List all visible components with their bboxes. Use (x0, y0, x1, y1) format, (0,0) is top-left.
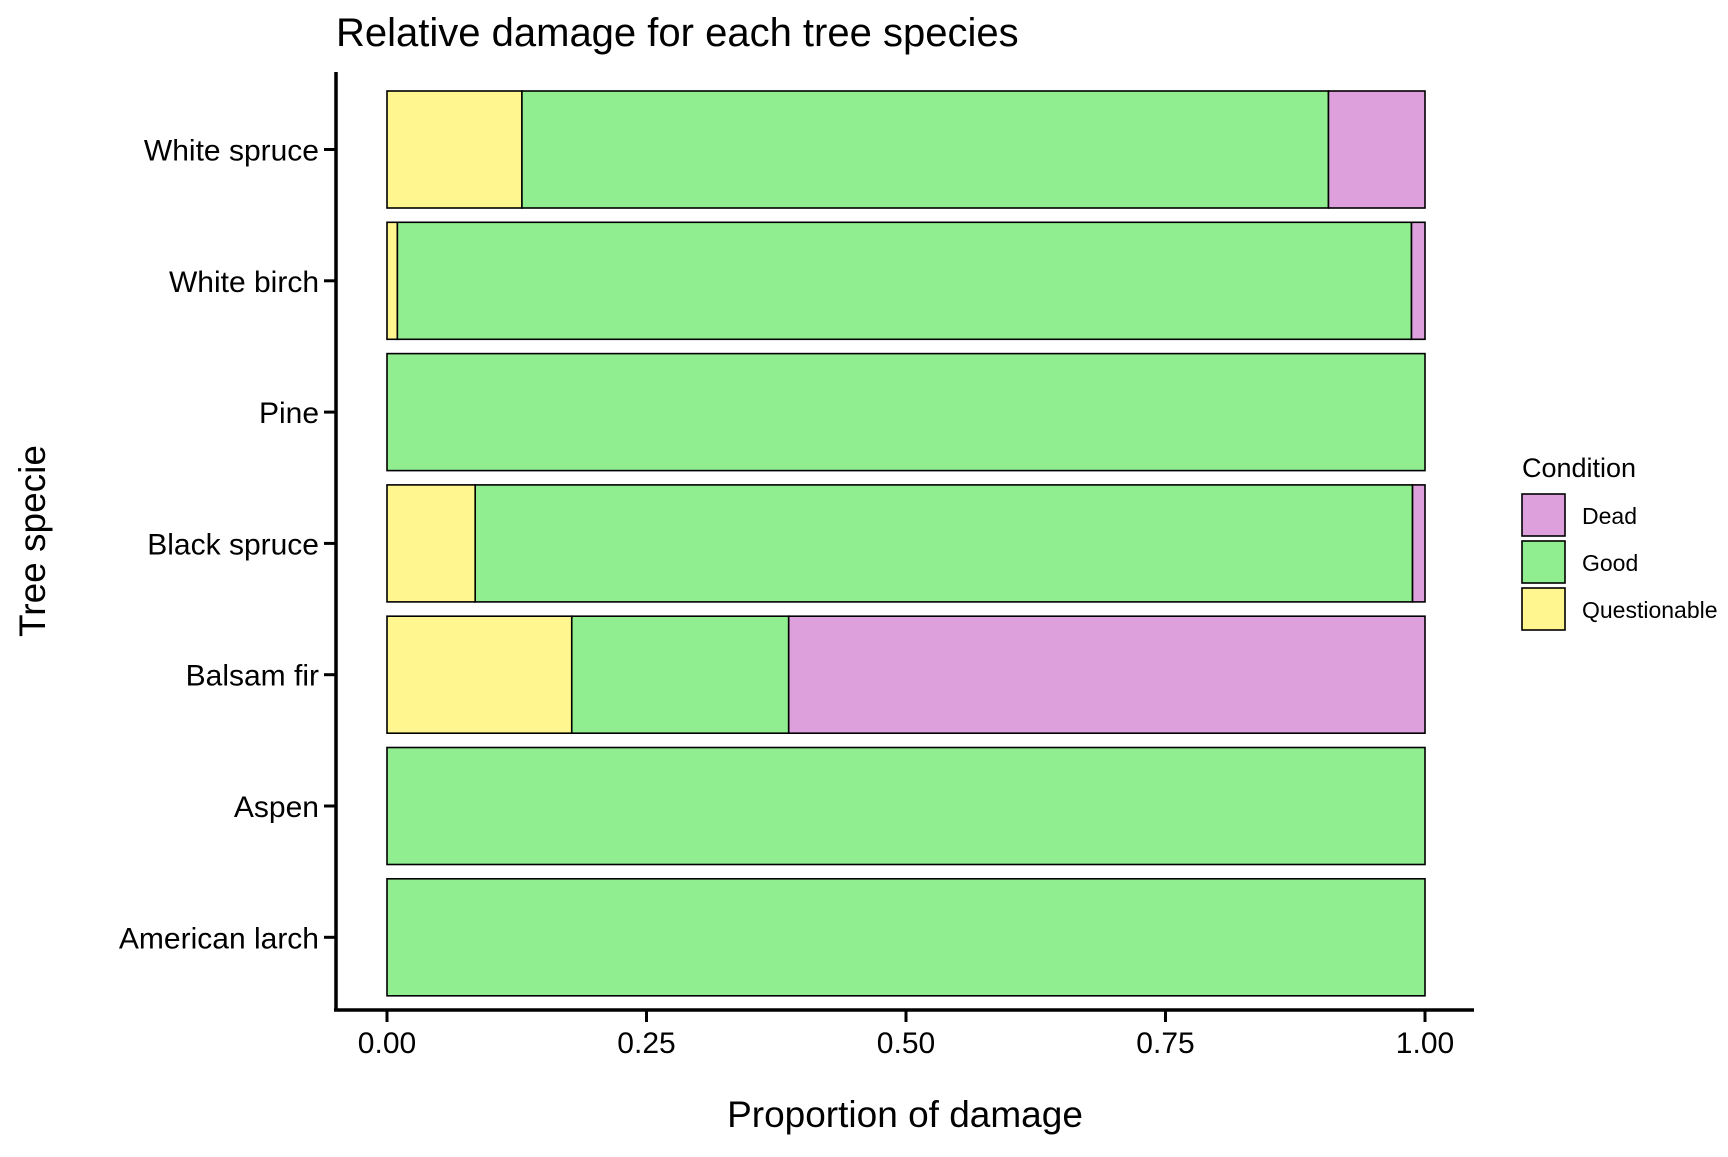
y-tick-label: Black spruce (147, 528, 319, 561)
x-tick-label: 1.00 (1396, 1027, 1454, 1060)
bar-white-spruce-dead (1327, 90, 1426, 209)
bar-white-spruce-questionable (386, 90, 523, 209)
y-tick-label: Aspen (234, 791, 319, 824)
legend-swatch-good (1521, 540, 1566, 584)
legend-label-questionable: Questionable (1582, 597, 1718, 623)
bar-black-spruce-dead (1411, 484, 1426, 603)
bar-aspen-good (386, 746, 1426, 866)
chart-title: Relative damage for each tree species (336, 11, 1019, 55)
y-tick-label: Pine (259, 397, 319, 430)
legend-label-dead: Dead (1582, 503, 1637, 529)
y-tick-label: American larch (119, 922, 319, 955)
x-axis-title: Proportion of damage (727, 1094, 1083, 1135)
bar-black-spruce-good (474, 484, 1414, 603)
bar-american-larch-good (386, 877, 1426, 997)
legend-title: Condition (1522, 453, 1636, 483)
x-tick-label: 0.00 (358, 1027, 416, 1060)
bar-pine-good (386, 352, 1426, 472)
y-axis-title: Tree specie (12, 445, 53, 637)
legend-swatch-questionable (1521, 587, 1566, 631)
bar-balsam-fir-questionable (386, 615, 573, 735)
legend-swatch-dead (1521, 493, 1566, 537)
bar-balsam-fir-dead (787, 615, 1426, 735)
y-tick-label: White birch (169, 266, 319, 299)
x-tick-label: 0.75 (1136, 1027, 1194, 1060)
bar-white-birch-questionable (386, 221, 399, 341)
y-tick-label: White spruce (144, 135, 319, 168)
bar-balsam-fir-good (570, 615, 790, 735)
bar-white-spruce-good (521, 90, 1330, 209)
bars-layer (386, 90, 1426, 997)
bar-black-spruce-questionable (386, 484, 477, 603)
legend-label-good: Good (1582, 550, 1638, 576)
x-tick-label: 0.50 (877, 1027, 935, 1060)
x-ticks: 0.00 0.25 0.50 0.75 1.00 (358, 1010, 1454, 1060)
bar-white-birch-good (396, 221, 1413, 341)
y-ticks: White spruce White birch Pine Black spruce B… (119, 135, 336, 955)
legend: Condition Dead Good Questionable (1521, 453, 1718, 631)
bar-white-birch-dead (1410, 221, 1426, 341)
x-tick-label: 0.25 (617, 1027, 675, 1060)
axes-layer (334, 72, 1474, 1012)
y-tick-label: Balsam fir (186, 660, 319, 693)
